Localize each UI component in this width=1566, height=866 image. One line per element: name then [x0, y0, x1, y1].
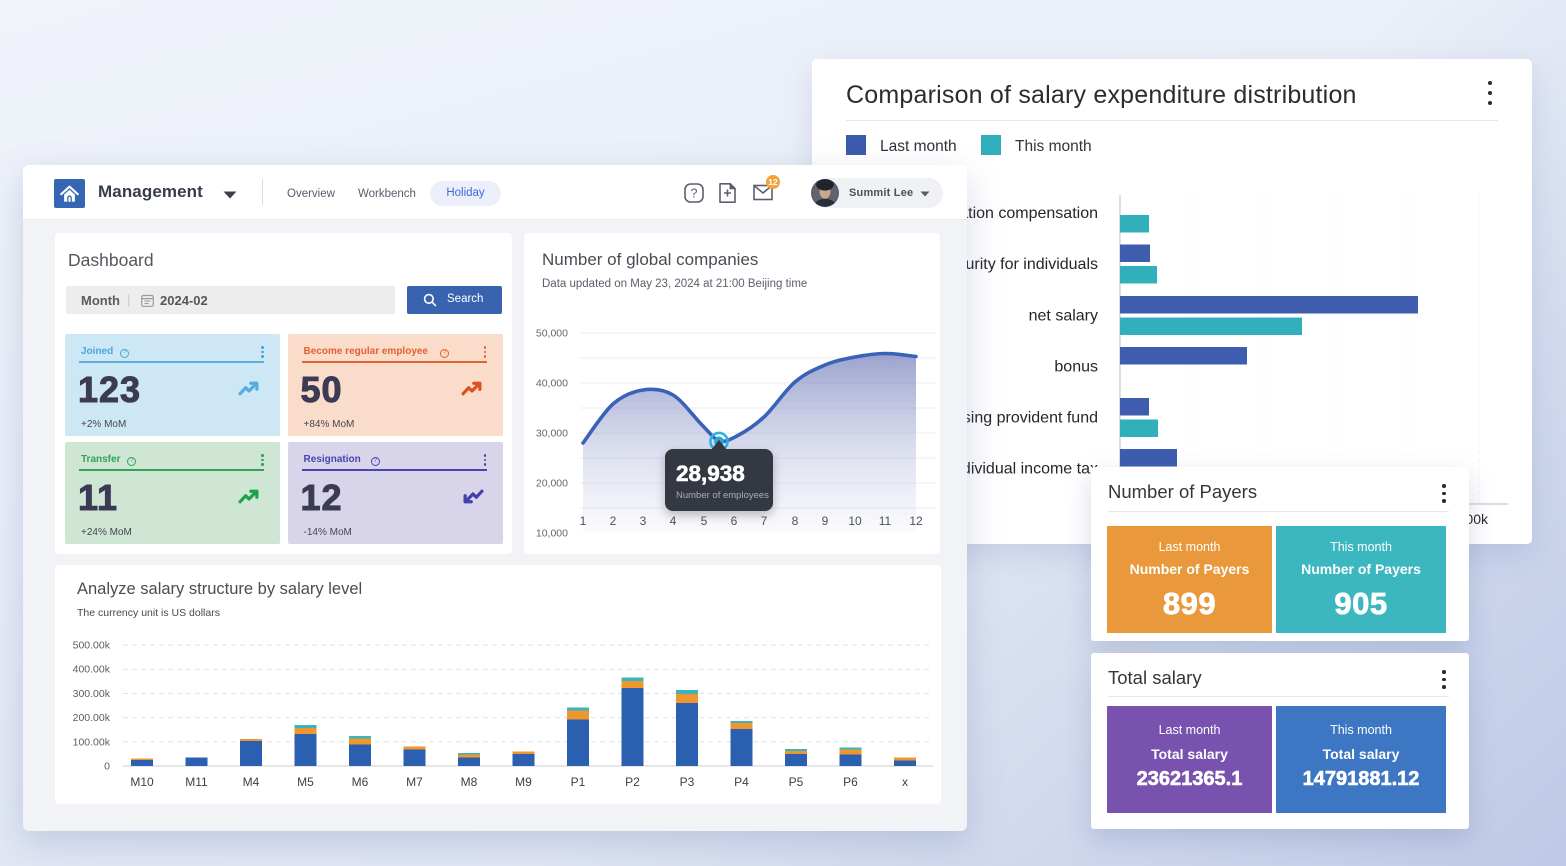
- svg-text:400.00k: 400.00k: [73, 664, 111, 676]
- svg-text:40,000: 40,000: [536, 378, 568, 390]
- svg-text:Individual income tax: Individual income tax: [949, 461, 1098, 478]
- svg-text:200.00k: 200.00k: [73, 712, 111, 724]
- svg-text:100.00k: 100.00k: [73, 736, 111, 748]
- svg-text:50,000: 50,000: [536, 328, 568, 340]
- svg-text:net salary: net salary: [1029, 308, 1098, 325]
- svg-text:M10: M10: [130, 775, 154, 789]
- svg-text:?: ?: [691, 187, 698, 201]
- svg-text:Housing provident fund: Housing provident fund: [933, 410, 1098, 427]
- svg-text:M5: M5: [297, 775, 314, 789]
- svg-text:30,000: 30,000: [536, 428, 568, 440]
- svg-text:300.00k: 300.00k: [73, 688, 111, 700]
- svg-text:P5: P5: [789, 775, 804, 789]
- svg-text:P2: P2: [625, 775, 640, 789]
- svg-text:M7: M7: [406, 775, 423, 789]
- svg-text:0: 0: [104, 761, 110, 773]
- svg-text:10,000: 10,000: [536, 528, 568, 540]
- svg-text:P4: P4: [734, 775, 749, 789]
- svg-text:M9: M9: [515, 775, 532, 789]
- svg-text:20,000: 20,000: [536, 478, 568, 490]
- svg-text:P1: P1: [571, 775, 586, 789]
- svg-text:P6: P6: [843, 775, 858, 789]
- svg-text:500.00k: 500.00k: [73, 640, 111, 652]
- svg-text:M11: M11: [185, 775, 208, 789]
- svg-text:M6: M6: [352, 775, 369, 789]
- svg-text:x: x: [902, 775, 908, 789]
- svg-text:M4: M4: [243, 775, 260, 789]
- svg-text:M8: M8: [461, 775, 478, 789]
- svg-text:P3: P3: [680, 775, 695, 789]
- svg-text:bonus: bonus: [1054, 359, 1098, 376]
